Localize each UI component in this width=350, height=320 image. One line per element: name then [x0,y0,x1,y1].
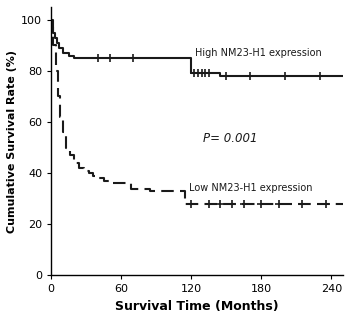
Text: High NM23-H1 expression: High NM23-H1 expression [195,48,322,58]
Point [317,73,322,78]
Point [202,71,208,76]
Point [188,201,194,206]
Point [95,56,101,61]
Point [224,73,229,78]
Point [206,71,211,76]
Point [206,201,211,206]
Point [107,56,112,61]
Y-axis label: Cumulative Survival Rate (%): Cumulative Survival Rate (%) [7,50,17,233]
X-axis label: Survival Time (Months): Survival Time (Months) [115,300,279,313]
Point [130,56,136,61]
Point [247,73,252,78]
Point [199,71,204,76]
Point [229,201,235,206]
Text: Low NM23-H1 expression: Low NM23-H1 expression [189,183,313,193]
Point [218,201,223,206]
Point [241,201,247,206]
Point [299,201,305,206]
Point [195,71,201,76]
Point [259,201,264,206]
Point [191,71,196,76]
Point [323,201,328,206]
Point [276,201,282,206]
Point [282,73,287,78]
Text: P= 0.001: P= 0.001 [203,132,258,146]
